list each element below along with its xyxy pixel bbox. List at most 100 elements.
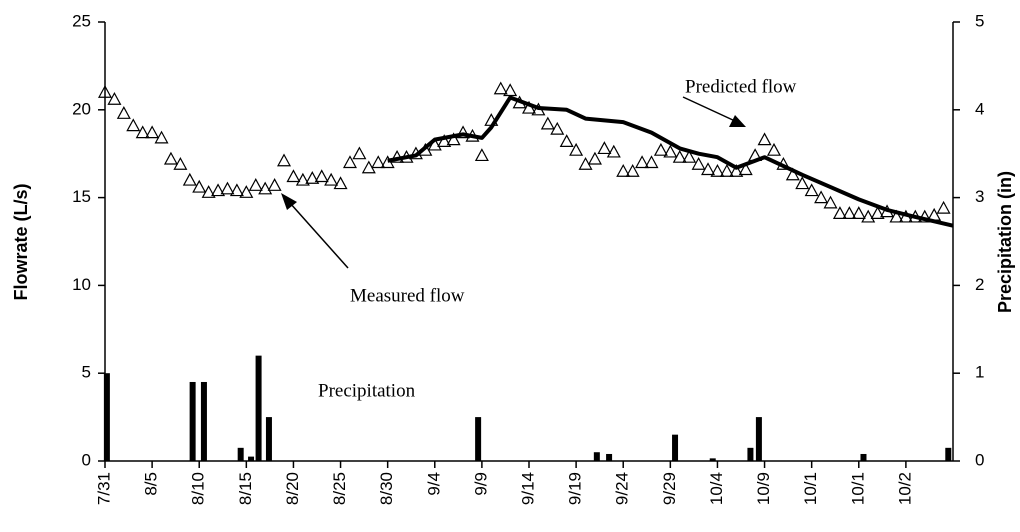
marker	[456, 125, 471, 139]
x-tick-label: 9/19	[566, 472, 585, 505]
bar	[475, 417, 482, 461]
marker	[333, 176, 348, 190]
marker	[97, 84, 113, 98]
x-tick-label: 9/29	[660, 472, 679, 505]
x-tick-label: 9/24	[613, 472, 632, 505]
marker	[201, 185, 216, 198]
marker	[126, 118, 141, 132]
bar	[265, 417, 272, 461]
y2-tick-label: 3	[975, 187, 984, 206]
marker	[220, 181, 235, 195]
marker	[503, 83, 518, 97]
marker	[371, 155, 386, 169]
marker	[729, 164, 744, 177]
marker	[135, 125, 150, 139]
x-tick-label: 8/30	[377, 472, 396, 505]
marker	[559, 134, 574, 148]
x-tick-label: 10/2	[895, 472, 914, 505]
marker	[352, 146, 367, 160]
y2-tick-label: 5	[975, 11, 984, 30]
marker	[757, 132, 772, 146]
bar	[672, 434, 679, 461]
y-tick-label: 25	[72, 11, 91, 30]
marker	[682, 149, 697, 163]
marker	[785, 167, 800, 181]
y-tick-label: 0	[82, 450, 91, 469]
x-tick-label: 10/1	[801, 472, 820, 505]
marker	[211, 183, 226, 197]
marker	[277, 153, 292, 167]
bar	[606, 453, 613, 461]
marker	[625, 164, 640, 177]
y2-tick-label: 2	[975, 275, 984, 294]
marker	[182, 172, 197, 186]
bar	[945, 447, 952, 461]
marker	[107, 92, 122, 105]
marker	[851, 206, 866, 220]
marker	[701, 162, 716, 176]
marker	[314, 169, 329, 183]
marker	[936, 200, 951, 214]
bar	[189, 381, 196, 461]
x-tick-label: 8/15	[236, 472, 255, 505]
marker	[644, 155, 659, 169]
marker	[229, 183, 244, 197]
line	[387, 95, 954, 228]
marker	[446, 132, 461, 146]
marker	[116, 106, 131, 119]
marker	[691, 156, 706, 170]
y-tick-label: 15	[72, 187, 91, 206]
marker	[342, 155, 357, 169]
marker	[804, 183, 819, 197]
bar	[237, 447, 244, 461]
marker	[540, 116, 555, 130]
marker	[606, 144, 621, 158]
marker	[635, 155, 650, 169]
marker	[154, 130, 169, 144]
x-tick-label: 9/9	[471, 472, 490, 496]
bar	[709, 458, 716, 461]
y-tick-label: 20	[72, 99, 91, 118]
marker	[832, 206, 847, 220]
x-tick-label: 10/4	[707, 472, 726, 505]
bar	[593, 452, 600, 461]
x-tick-label: 9/4	[424, 472, 443, 496]
y2-tick-label: 1	[975, 363, 984, 382]
x-tick-label: 10/9	[754, 472, 773, 505]
y-axis-title: Flowrate (L/s)	[11, 183, 31, 300]
x-tick-label: 8/5	[142, 472, 161, 496]
marker	[889, 209, 904, 223]
x-tick-label: 10/1	[848, 472, 867, 505]
annotation: Predicted flow	[685, 76, 797, 97]
marker	[437, 134, 452, 148]
marker	[653, 142, 668, 156]
marker	[295, 172, 310, 186]
marker	[738, 162, 753, 176]
annotation: Precipitation	[318, 380, 416, 401]
marker	[173, 156, 188, 170]
marker	[286, 169, 301, 183]
marker	[550, 121, 565, 135]
x-tick-label: 8/10	[189, 472, 208, 505]
marker	[842, 206, 857, 220]
x-tick-label: 7/31	[94, 472, 113, 505]
marker	[493, 81, 508, 95]
marker	[258, 181, 273, 195]
y-tick-label: 5	[82, 363, 91, 382]
marker	[163, 151, 178, 165]
marker	[870, 206, 885, 220]
marker	[663, 144, 678, 158]
marker	[239, 185, 254, 198]
bar	[755, 417, 762, 461]
annotation-arrow	[281, 96, 746, 269]
marker	[474, 148, 489, 162]
bar	[103, 373, 110, 461]
x-tick-label: 8/20	[283, 472, 302, 505]
marker	[719, 164, 734, 177]
y2-tick-label: 0	[975, 450, 984, 469]
y2-axis-title: Precipitation (in)	[995, 171, 1015, 313]
bar	[747, 447, 754, 461]
bar	[248, 456, 255, 461]
